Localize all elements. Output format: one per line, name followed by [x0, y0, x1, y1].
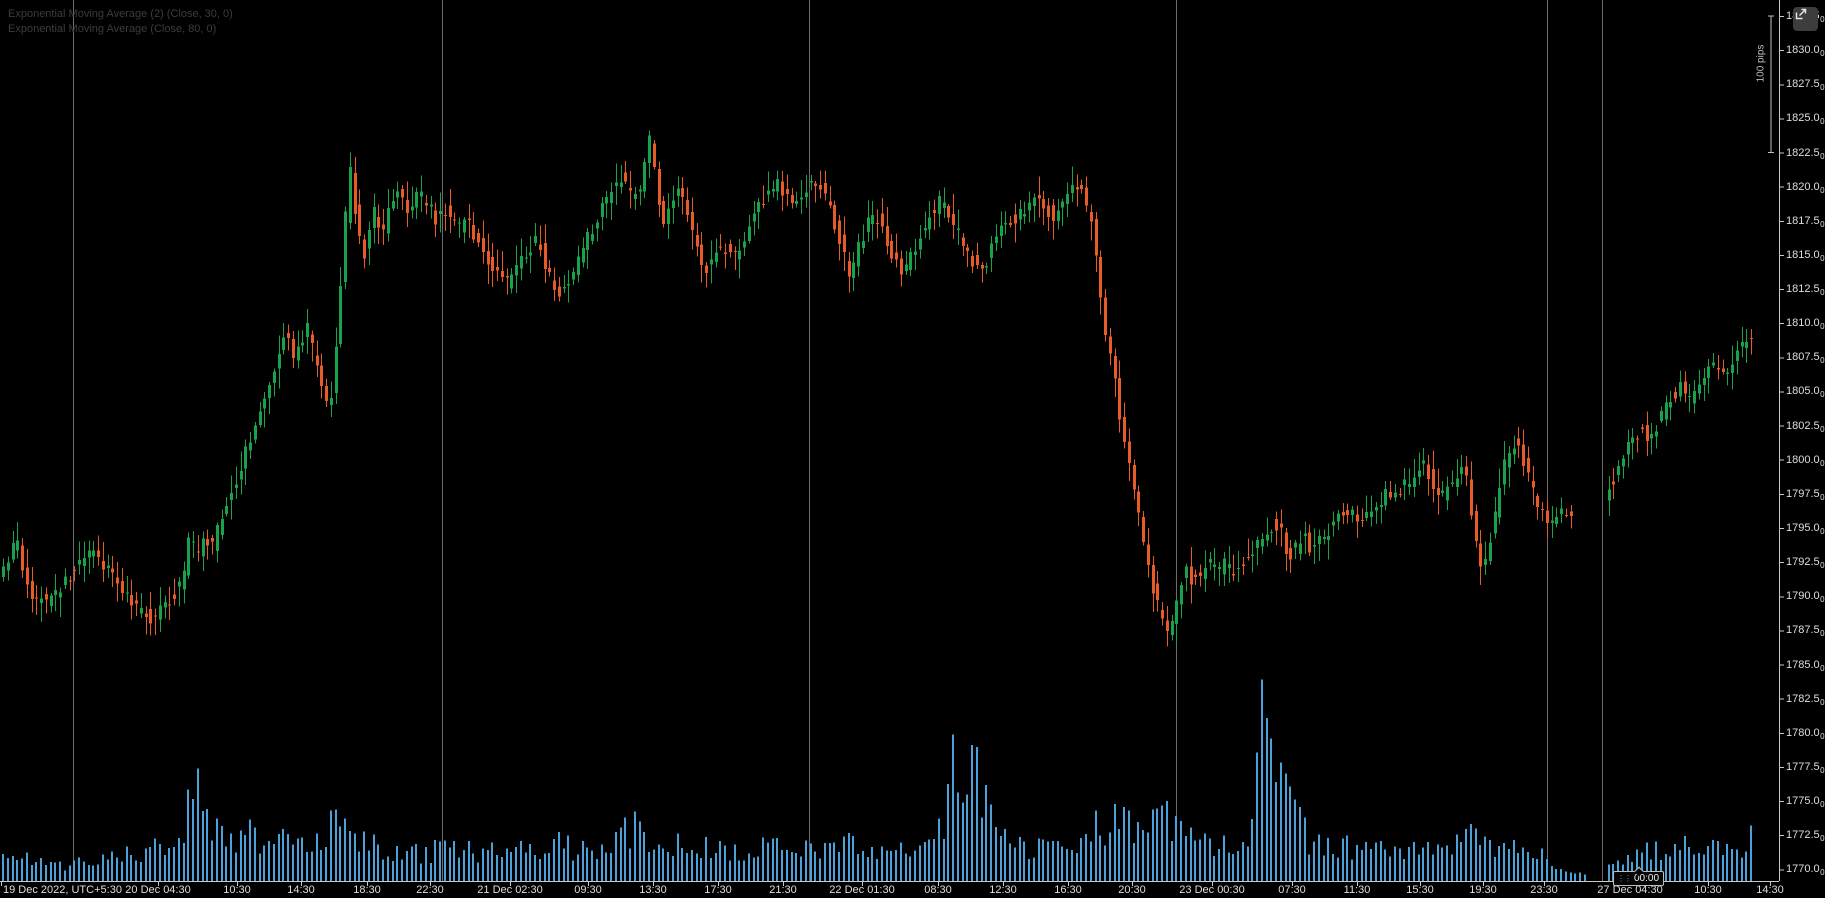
price-tick-label: 1825.00 — [1786, 112, 1825, 127]
time-marker-badge[interactable]: ⋮⋮ 00:00 — [1613, 866, 1665, 886]
price-tick-label: 1775.00 — [1786, 795, 1825, 810]
indicator-label-ema-30[interactable]: Exponential Moving Average (2) (Close, 3… — [8, 8, 233, 20]
price-tick-label: 1820.00 — [1786, 180, 1825, 195]
price-tick-label: 1797.50 — [1786, 487, 1825, 502]
price-tick-label: 1782.50 — [1786, 692, 1825, 707]
time-tick-label: 10:30 — [1694, 884, 1722, 896]
grip-dots-icon: ⋮⋮ — [1617, 873, 1632, 883]
price-tick-label: 1790.00 — [1786, 590, 1825, 605]
price-tick-label: 1785.00 — [1786, 658, 1825, 673]
price-tick-label: 1800.00 — [1786, 453, 1825, 468]
axis-lines-layer — [0, 0, 1784, 886]
price-tick-label: 1772.50 — [1786, 829, 1825, 844]
time-tick-label: 20 Dec 04:30 — [125, 884, 191, 896]
price-tick-label: 1787.50 — [1786, 624, 1825, 639]
indicator-label-ema-80[interactable]: Exponential Moving Average (Close, 80, 0… — [8, 23, 217, 35]
price-tick-label: 1777.50 — [1786, 760, 1825, 775]
price-tick-label: 1770.00 — [1786, 863, 1825, 878]
time-tick-label: 23:30 — [1530, 884, 1558, 896]
day-separator-gridlines — [73, 0, 1603, 881]
popout-button[interactable] — [1793, 7, 1818, 31]
time-tick-label: 27 Dec 04:30 — [1597, 884, 1663, 896]
price-tick-label: 1827.50 — [1786, 78, 1825, 93]
price-tick-label: 1815.00 — [1786, 248, 1825, 263]
price-tick-label: 1822.50 — [1786, 146, 1825, 161]
indicator-legend: Exponential Moving Average (2) (Close, 3… — [8, 7, 233, 37]
price-tick-label: 1780.00 — [1786, 726, 1825, 741]
price-tick-label: 1817.50 — [1786, 214, 1825, 229]
price-tick-label: 1802.50 — [1786, 419, 1825, 434]
time-tick-label: 22:30 — [416, 884, 444, 896]
time-tick-label: 11:30 — [1343, 884, 1371, 896]
time-tick-label: 23 Dec 00:30 — [1179, 884, 1245, 896]
time-tick-label: 19:30 — [1469, 884, 1497, 896]
time-tick-label: 08:30 — [924, 884, 952, 896]
price-tick-label: 1805.00 — [1786, 385, 1825, 400]
time-tick-label: 18:30 — [353, 884, 381, 896]
pips-scale-label: 100 pips — [1755, 44, 1767, 83]
price-tick-label: 1830.00 — [1786, 44, 1825, 59]
time-tick-label: 14:30 — [1756, 884, 1784, 896]
time-tick-label: 21:30 — [769, 884, 797, 896]
time-tick-label: 13:30 — [639, 884, 667, 896]
candles-layer — [2, 130, 1753, 647]
time-tick-label: 07:30 — [1278, 884, 1306, 896]
time-tick-label: 14:30 — [287, 884, 315, 896]
price-tick-label: 1792.50 — [1786, 556, 1825, 571]
time-tick-label: 19 Dec 2022, UTC+5:30 — [3, 884, 122, 896]
price-tick-label: 1795.00 — [1786, 521, 1825, 536]
price-tick-label: 1812.50 — [1786, 283, 1825, 298]
price-tick-label: 1807.50 — [1786, 351, 1825, 366]
time-tick-label: 17:30 — [704, 884, 732, 896]
time-tick-label: 10:30 — [223, 884, 251, 896]
volume-bars-layer — [2, 679, 1752, 881]
time-tick-label: 20:30 — [1118, 884, 1146, 896]
pips-scale-bracket — [1768, 15, 1774, 154]
time-tick-label: 09:30 — [574, 884, 602, 896]
time-tick-label: 21 Dec 02:30 — [477, 884, 543, 896]
time-tick-label: 16:30 — [1054, 884, 1082, 896]
time-tick-label: 15:30 — [1406, 884, 1434, 896]
time-tick-label: 22 Dec 01:30 — [829, 884, 895, 896]
time-tick-label: 12:30 — [989, 884, 1017, 896]
time-marker-label: 00:00 — [1634, 873, 1660, 884]
price-tick-label: 1810.00 — [1786, 317, 1825, 332]
open-in-new-window-icon — [1795, 8, 1807, 20]
